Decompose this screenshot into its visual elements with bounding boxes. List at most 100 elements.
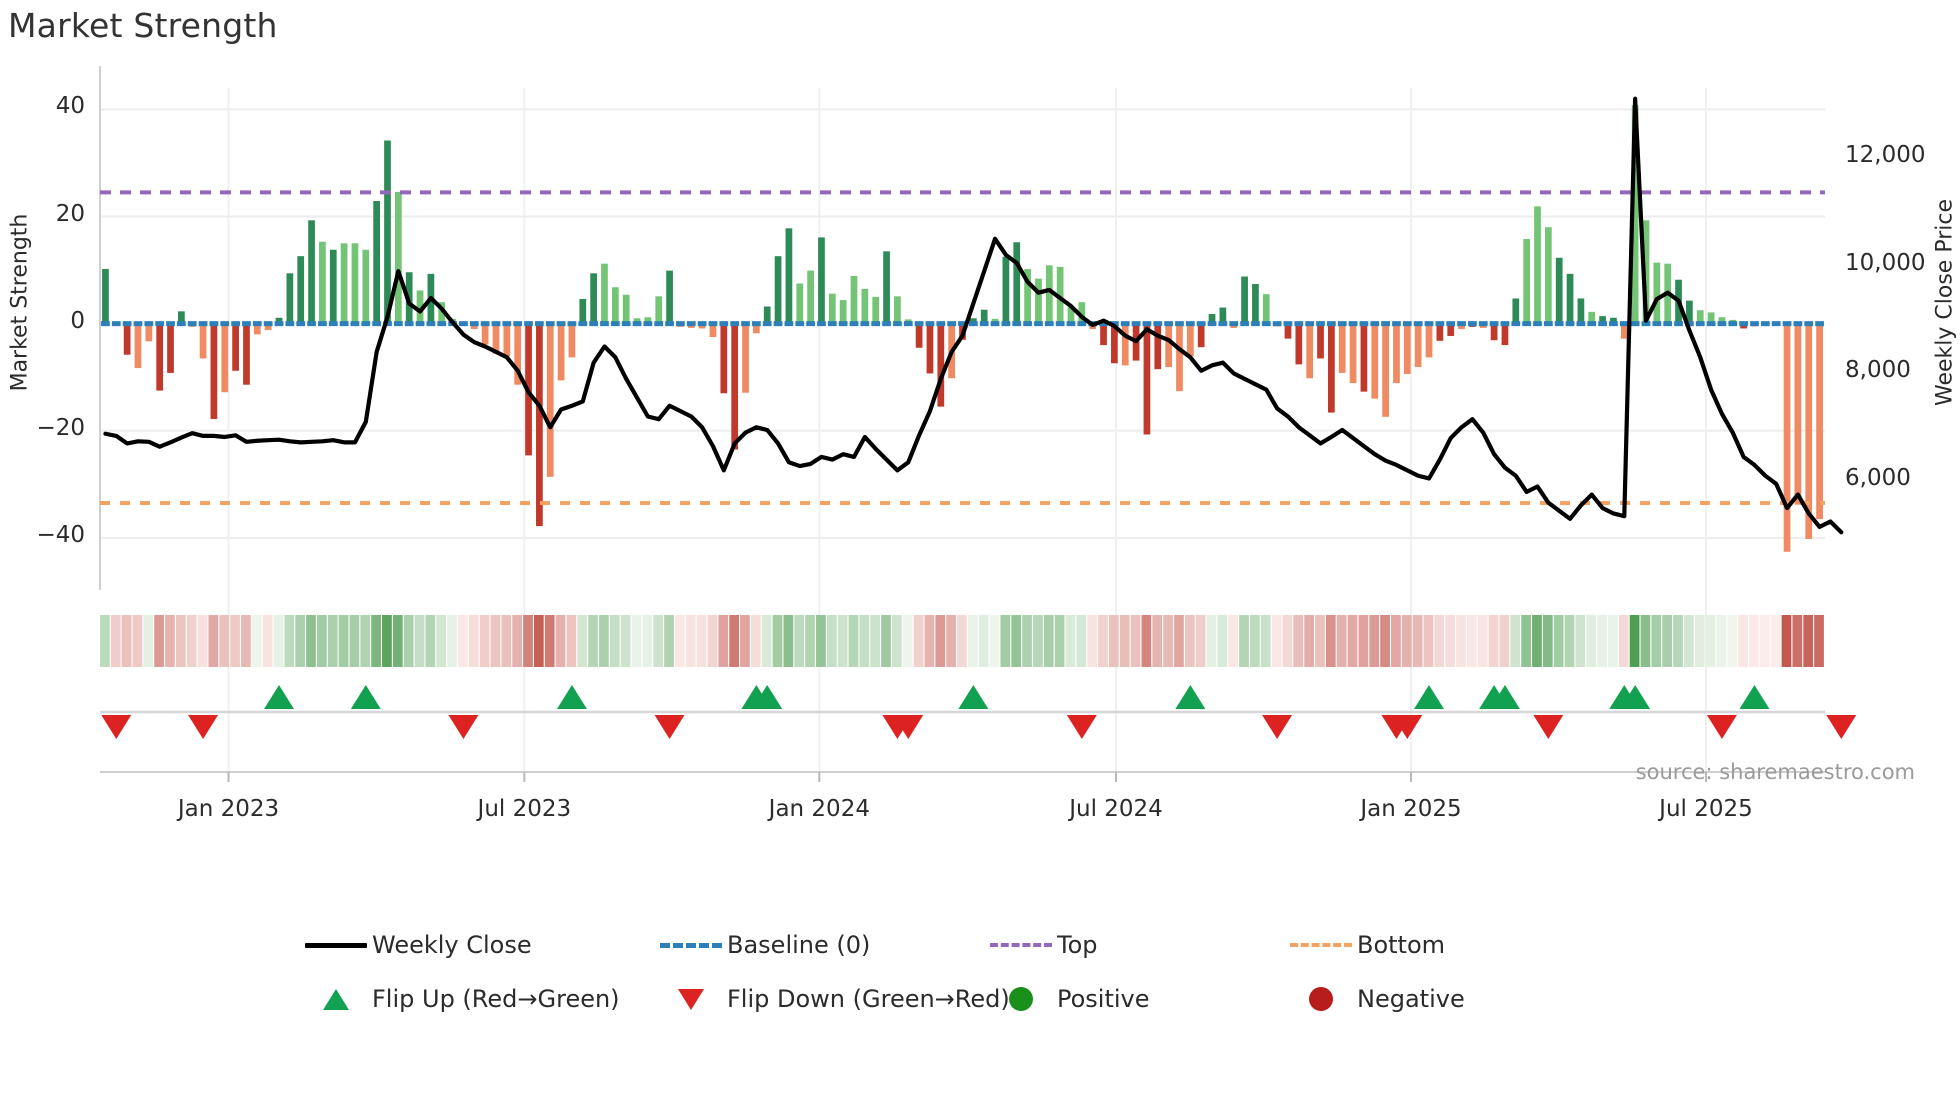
legend-label: Positive [1057,985,1150,1013]
heatmap-cell [241,615,251,667]
strength-bar [1176,323,1183,392]
flip-up-marker[interactable] [556,685,587,709]
heatmap-cell [1087,615,1098,667]
legend-item[interactable]: Positive [985,979,1150,1019]
legend-item[interactable]: Flip Up (Red→Green) [300,979,620,1019]
heatmap-cell [479,615,490,667]
heatmap-cell [935,615,946,667]
flip-down-marker[interactable] [1262,715,1293,739]
legend-item[interactable]: Top [985,925,1098,965]
heatmap-cell [848,615,859,667]
strength-bar [1490,323,1498,341]
flip-down-marker[interactable] [1533,715,1564,739]
strength-bar [1165,323,1172,368]
heatmap-cell [425,615,436,667]
heatmap-cell [1391,615,1401,667]
strength-bar [818,237,825,324]
strength-bar [199,323,207,359]
legend-item[interactable]: Bottom [1285,925,1445,965]
flip-down-marker[interactable] [1392,715,1423,739]
heatmap-cell [1532,615,1542,667]
heatmap-cell [924,615,935,667]
flip-down-marker[interactable] [1706,715,1737,739]
strength-bar [503,323,511,357]
strength-bar [1013,242,1021,324]
heatmap-cell [1141,615,1152,667]
source-annotation: source: sharemaestro.com [1635,760,1915,784]
strength-bar [1121,323,1129,366]
flip-up-marker[interactable] [1620,685,1651,709]
legend-row: Weekly Close Baseline (0) Top Bottom [300,925,1660,965]
strength-bar [601,263,608,324]
heatmap-cell [175,615,186,667]
flip-down-marker[interactable] [654,715,685,739]
strength-bar [1642,220,1650,324]
y-axis-left-tick-label: −40 [36,521,85,548]
flip-down-marker[interactable] [1826,715,1857,739]
heatmap-cell [1174,615,1184,667]
heatmap-cell [1412,615,1423,667]
heatmap-cell [1423,615,1434,667]
heatmap-cell [837,615,848,667]
heatmap-cell [859,615,870,667]
page-title: Market Strength [8,6,278,45]
strength-bar [655,296,663,324]
strength-bar [1100,323,1107,346]
legend-item[interactable]: Weekly Close [300,925,532,965]
flip-down-marker[interactable] [1066,715,1097,739]
heatmap-cell [1727,615,1738,667]
heatmap-cell [1770,615,1781,667]
strength-bar [1328,323,1335,413]
heatmap-cell [392,615,403,667]
heatmap-cell [1217,615,1228,667]
flip-up-marker[interactable] [1489,685,1520,709]
strength-bar [1371,323,1379,399]
strength-bar [275,317,283,324]
flip-down-marker[interactable] [448,715,479,739]
flip-up-marker[interactable] [752,685,783,709]
heatmap-cell [1228,615,1239,667]
strength-bar [926,323,934,374]
legend-item[interactable]: Baseline (0) [655,925,870,965]
flip-up-marker[interactable] [1739,685,1770,709]
strength-bar [1197,323,1205,348]
heatmap-cell [501,615,512,667]
heatmap-cell [251,615,262,667]
strength-bar [590,273,597,324]
heatmap-cell [1250,615,1260,667]
strength-bar [416,290,424,324]
heatmap-cell [1803,615,1814,667]
strength-bar [1631,105,1639,324]
strength-bar [1360,323,1368,392]
flip-up-marker[interactable] [264,685,295,709]
heatmap-cell [295,615,306,667]
flip-down-marker[interactable] [893,715,924,739]
legend-item[interactable]: Negative [1285,979,1465,1019]
strength-bar [1696,310,1704,324]
heatmap-cell [1184,615,1195,667]
flip-up-marker[interactable] [1175,685,1206,709]
strength-bar [438,302,446,324]
strength-bar [1056,266,1064,324]
strength-bar [720,323,728,394]
heatmap-cell [718,615,729,667]
heatmap-cell [512,615,523,667]
heatmap-cell [1586,615,1597,667]
heatmap-cell [1673,615,1683,667]
flip-down-marker[interactable] [188,715,219,739]
heatmap-cell [891,615,902,667]
heatmap-cell [1282,615,1293,667]
flip-down-marker[interactable] [101,715,132,739]
strength-bar [232,323,239,371]
circle-marker-icon [1285,987,1357,1011]
chart-legend: Weekly Close Baseline (0) Top Bottom Flip Up… [300,925,1660,1033]
flip-up-marker[interactable] [958,685,989,709]
strength-bar [286,273,294,324]
strength-bar [470,323,478,329]
flip-up-marker[interactable] [1414,685,1445,709]
strength-bar [1241,276,1248,324]
triangle-down-icon [655,988,727,1010]
legend-item[interactable]: Flip Down (Green→Red) [655,979,1010,1019]
flip-up-marker[interactable] [350,685,381,709]
strength-bar [763,306,771,324]
